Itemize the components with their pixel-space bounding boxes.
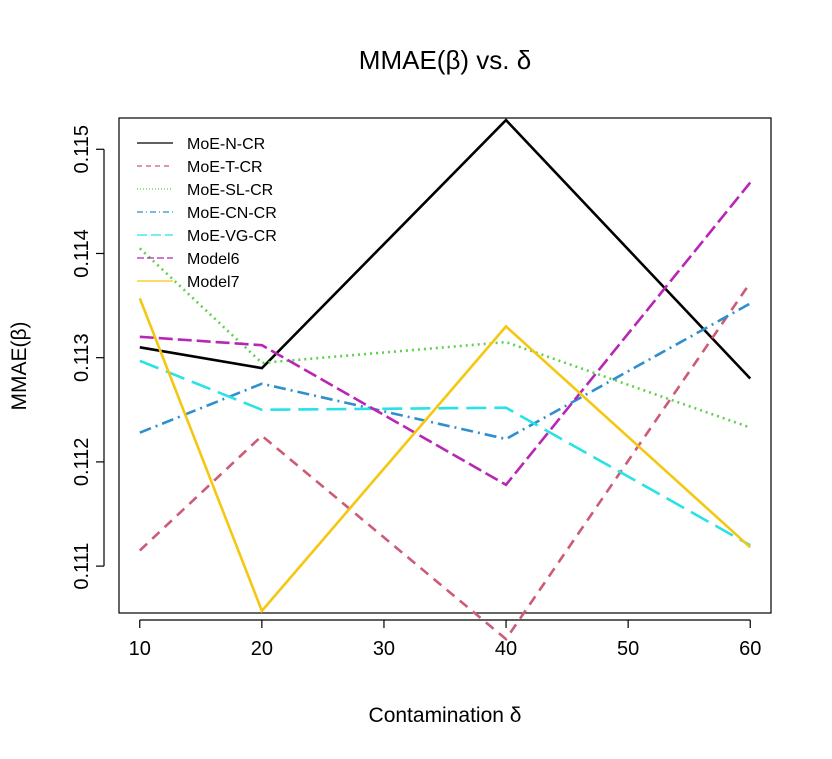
series-layer bbox=[138, 118, 752, 642]
x-tick-label: 30 bbox=[373, 638, 395, 660]
series-line-model7 bbox=[138, 297, 752, 614]
legend-label: Model6 bbox=[187, 251, 240, 268]
legend-label: MoE-T-CR bbox=[187, 159, 263, 176]
legend-label: MoE-VG-CR bbox=[187, 228, 277, 245]
y-tick-label: 0.112 bbox=[71, 438, 93, 487]
y-tick-label: 0.114 bbox=[71, 229, 93, 278]
x-tick-label: 20 bbox=[251, 638, 273, 660]
y-axis: 0.111 0.112 0.113 0.114 0.115 bbox=[71, 125, 105, 590]
x-tick-label: 60 bbox=[739, 638, 761, 660]
x-tick-label: 40 bbox=[495, 638, 517, 660]
legend: MoE-N-CR MoE-T-CR MoE-SL-CR MoE-CN-CR MoE-VG… bbox=[137, 136, 277, 291]
series-line-moe-cn-cr bbox=[139, 302, 751, 441]
legend-label: MoE-CN-CR bbox=[187, 205, 277, 222]
series-line-moe-n-cr bbox=[139, 118, 752, 380]
x-axis: 10 20 30 40 50 60 bbox=[129, 619, 761, 660]
series-line-moe-t-cr bbox=[138, 281, 752, 642]
legend-label: Model7 bbox=[187, 274, 240, 291]
x-axis-title: Contamination δ bbox=[369, 704, 522, 727]
y-tick-label: 0.111 bbox=[71, 543, 93, 590]
plot-box bbox=[118, 117, 772, 614]
legend-label: MoE-N-CR bbox=[187, 136, 265, 153]
x-tick-label: 50 bbox=[617, 638, 639, 660]
series-line-model6 bbox=[139, 181, 752, 487]
y-tick-label: 0.113 bbox=[71, 333, 93, 382]
x-tick-label: 10 bbox=[129, 638, 151, 660]
y-axis-title: MMAE(β) bbox=[8, 321, 31, 410]
series-line-moe-vg-cr bbox=[139, 359, 751, 547]
y-tick-label: 0.115 bbox=[71, 125, 93, 174]
chart-title: MMAE(β) vs. δ bbox=[359, 45, 531, 75]
legend-label: MoE-SL-CR bbox=[187, 182, 273, 199]
series-line-moe-sl-cr bbox=[138, 247, 751, 429]
